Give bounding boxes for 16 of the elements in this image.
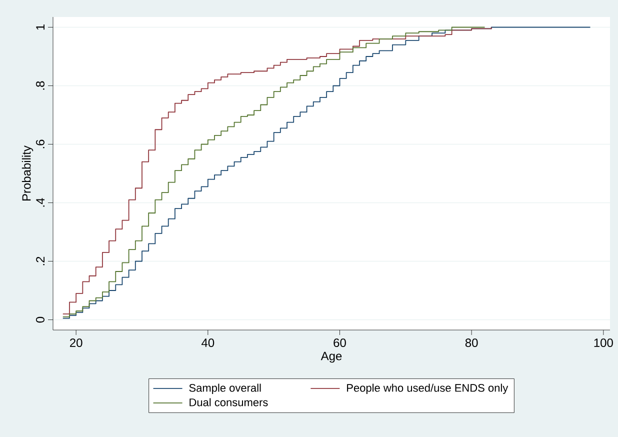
- x-tick-label: 40: [202, 338, 214, 348]
- legend-label: People who used/use ENDS only: [347, 384, 508, 394]
- y-tick-label: .6: [36, 140, 44, 148]
- legend-label: Dual consumers: [190, 398, 268, 406]
- y-tick-label: .2: [36, 256, 44, 266]
- x-tick-label: 100: [594, 338, 613, 348]
- x-tick-label: 60: [334, 338, 346, 348]
- x-tick-label: 80: [465, 338, 478, 348]
- legend-label: Sample overall: [189, 384, 261, 394]
- y-tick-label: 1: [36, 24, 44, 30]
- y-axis-title: Probability: [22, 146, 34, 201]
- x-tick-label: 20: [70, 338, 82, 348]
- x-axis-title: Age: [320, 352, 342, 363]
- y-tick-label: .8: [36, 81, 44, 90]
- y-tick-label: .4: [36, 198, 44, 207]
- y-tick-label: 0: [36, 316, 44, 323]
